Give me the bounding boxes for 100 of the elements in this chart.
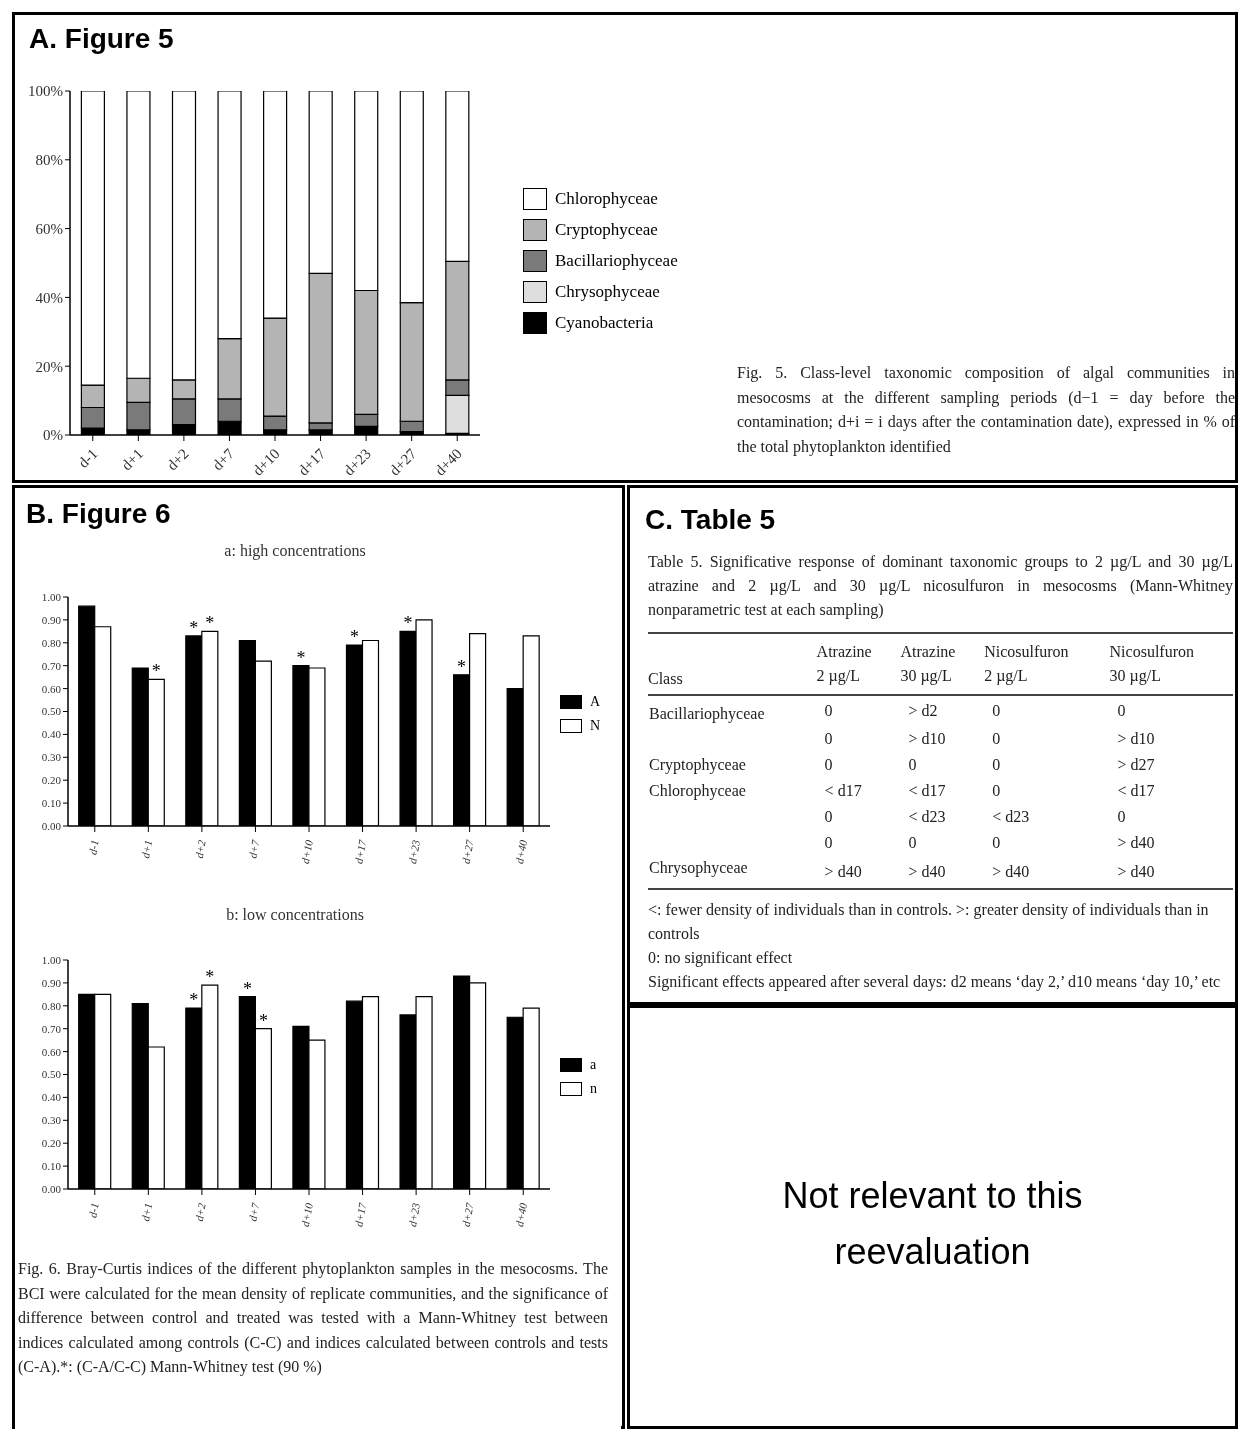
y-tick-label: 40% — [35, 289, 63, 306]
y-tick-label: 0.20 — [41, 1137, 62, 1150]
category-label: Nicosulfuron 2 µg/L — [984, 642, 1070, 687]
x-tick-label: d-1 — [86, 1201, 101, 1219]
text: Table 5. Significative response of dominant taxonomic groups to 2 µg/L and 30 µg/L atrazine and 2 µg/L and 30 µg/L nicosulfuron in mesocosms (Mann-Whitney nonparametric test at each sampling) — [648, 552, 1233, 621]
category-label: Cryptophyceae — [649, 756, 746, 773]
y-tick-label: 0.00 — [41, 1182, 62, 1195]
y-tick-label: 60% — [35, 220, 63, 237]
text: < d17 — [908, 782, 946, 799]
x-tick-label: d+40 — [513, 838, 530, 865]
text: 0 — [824, 702, 833, 719]
data-label: * — [189, 617, 199, 638]
x-tick-label: d+27 — [459, 1201, 476, 1228]
text: 0 — [908, 834, 917, 851]
data-label: * — [205, 967, 215, 988]
x-tick-label: d+2 — [192, 1201, 208, 1223]
category-label: Chrysophyceae — [649, 859, 748, 876]
y-tick-label: 0.80 — [41, 999, 62, 1012]
x-tick-label: d+10 — [298, 1201, 315, 1228]
text: 0 — [992, 756, 1001, 773]
y-tick-label: 0.60 — [41, 682, 62, 695]
text: 0 — [824, 808, 833, 825]
y-tick-label: 100% — [28, 83, 63, 100]
x-tick-label: d+1 — [139, 1201, 155, 1223]
y-tick-label: 0.90 — [41, 976, 62, 989]
y-tick-label: 0.40 — [41, 1091, 62, 1104]
legend-label: n — [590, 1081, 597, 1097]
text: > d10 — [908, 730, 946, 747]
y-tick-label: 0.30 — [41, 1114, 62, 1127]
text: 0 — [1117, 808, 1126, 825]
y-tick-label: 0.30 — [41, 751, 62, 764]
y-tick-label: 0.10 — [41, 797, 62, 810]
y-tick-label: 0.80 — [41, 636, 62, 649]
text: 0: no significant effect — [648, 948, 794, 969]
y-tick-label: 0.70 — [41, 659, 62, 672]
x-tick-label: d+23 — [406, 838, 423, 865]
text: 0 — [992, 834, 1001, 851]
x-tick-label: d-1 — [75, 445, 101, 471]
text: C. Table 5 — [645, 504, 776, 536]
y-tick-label: 0.10 — [41, 1160, 62, 1173]
x-tick-label: d+10 — [298, 838, 315, 865]
text: > d10 — [1117, 730, 1155, 747]
y-tick-label: 0.50 — [41, 1068, 62, 1081]
data-label: * — [349, 627, 359, 648]
text: 0 — [1117, 702, 1126, 719]
y-tick-label: 0.20 — [41, 774, 62, 787]
legend-label: Chrysophyceae — [555, 281, 660, 302]
legend-label: A — [590, 694, 601, 710]
category-label: Bacillariophyceae — [649, 705, 765, 722]
legend-label: Chlorophyceae — [555, 188, 658, 209]
data-label: * — [242, 978, 252, 999]
text: < d23 — [992, 808, 1030, 825]
y-tick-label: 0% — [43, 427, 63, 444]
y-tick-label: 0.50 — [41, 705, 62, 718]
text: Class — [648, 669, 684, 689]
legend-label: Cyanobacteria — [555, 312, 654, 333]
text: > d40 — [824, 863, 862, 880]
data-label: * — [151, 661, 161, 682]
y-tick-label: 1.00 — [41, 590, 62, 603]
y-tick-label: 1.00 — [41, 953, 62, 966]
text: < d17 — [824, 782, 862, 799]
x-tick-label: d+17 — [352, 838, 369, 865]
text: > d27 — [1117, 756, 1155, 773]
category-label: Atrazine 2 µg/L — [816, 642, 873, 687]
x-tick-label: d+1 — [118, 445, 147, 474]
data-label: * — [403, 613, 413, 634]
data-label: * — [258, 1010, 268, 1031]
data-label: * — [296, 647, 306, 668]
y-tick-label: 20% — [35, 358, 63, 375]
legend-label: Cryptophyceae — [555, 219, 658, 240]
text: > d40 — [992, 863, 1030, 880]
text: 0 — [992, 730, 1001, 747]
category-label: Chlorophyceae — [649, 782, 746, 799]
y-tick-label: 0.00 — [41, 819, 62, 832]
category-label: Atrazine 30 µg/L — [900, 642, 957, 687]
x-tick-label: d+2 — [192, 838, 208, 860]
text: < d17 — [1117, 782, 1155, 799]
x-tick-label: d+7 — [209, 445, 238, 474]
y-tick-label: 0.90 — [41, 613, 62, 626]
y-tick-label: 0.70 — [41, 1022, 62, 1035]
x-tick-label: d-1 — [86, 838, 101, 856]
text: > d40 — [1117, 834, 1155, 851]
category-label: Nicosulfuron 30 µg/L — [1109, 642, 1195, 687]
text: Significant effects appeared after several days: d2 means ‘day 2,’ d10 means ‘day 10,’ etc — [648, 972, 1222, 993]
y-tick-label: 0.60 — [41, 1045, 62, 1058]
caption: Fig. 5. Class-level taxonomic composition of algal communities in mesocosms at the different sampling periods (d−1 = day before the contamination; d+i = i days after the contamination date), expressed in % of the total phytoplankton identified — [737, 363, 1235, 458]
text: 0 — [992, 702, 1001, 719]
x-tick-label: d+1 — [139, 838, 155, 860]
data-label: * — [205, 613, 215, 634]
legend-label: Bacillariophyceae — [555, 250, 678, 271]
legend-label: N — [590, 718, 601, 734]
text: <: fewer density of individuals than in controls. >: greater density of individuals than in controls — [648, 900, 1210, 944]
chart-subtitle: b: low concentrations — [225, 906, 365, 924]
x-tick-label: d+7 — [246, 838, 262, 860]
x-tick-label: d+27 — [459, 838, 476, 865]
x-tick-label: d+7 — [246, 1201, 262, 1223]
text: < d23 — [908, 808, 946, 825]
x-tick-label: d+23 — [406, 1201, 423, 1228]
legend-label: a — [590, 1057, 597, 1073]
text: 0 — [824, 730, 833, 747]
